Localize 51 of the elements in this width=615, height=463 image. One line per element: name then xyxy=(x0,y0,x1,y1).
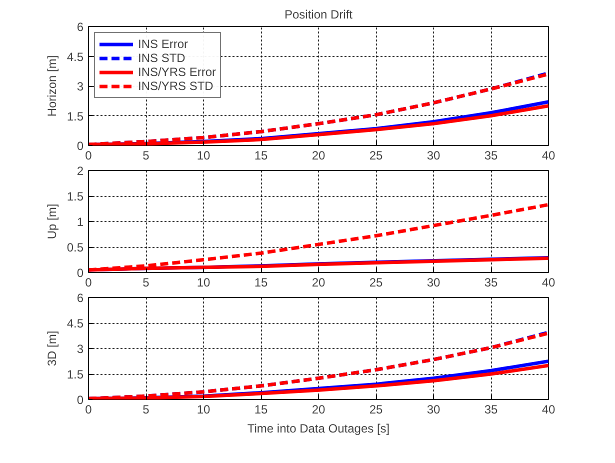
x-tick-label: 40 xyxy=(542,402,556,416)
legend-label: INS/YRS STD xyxy=(138,79,214,93)
x-tick-label: 5 xyxy=(142,276,150,290)
y-tick-label: 6 xyxy=(76,291,84,305)
y-tick-label: 0 xyxy=(76,266,84,280)
y-tick-label: 3 xyxy=(76,80,84,94)
x-tick-label: 5 xyxy=(142,148,150,162)
y-axis-title: 3D [m] xyxy=(44,330,59,366)
x-tick-label: 20 xyxy=(312,402,326,416)
legend-label: INS STD xyxy=(138,51,186,65)
y-tick-label: 2 xyxy=(76,164,84,178)
x-tick-label: 20 xyxy=(312,276,326,290)
x-tick-label: 30 xyxy=(426,276,440,290)
y-tick-label: 1 xyxy=(76,215,84,229)
x-tick-label: 0 xyxy=(85,276,92,290)
y-tick-label: 4.5 xyxy=(66,50,84,64)
x-tick-label: 35 xyxy=(484,276,498,290)
x-tick-label: 35 xyxy=(484,402,498,416)
x-tick-label: 30 xyxy=(426,402,440,416)
legend-label: INS/YRS Error xyxy=(138,65,216,79)
x-tick-label: 15 xyxy=(254,148,268,162)
chart-title: Position Drift xyxy=(284,8,354,22)
y-tick-label: 0 xyxy=(76,139,84,153)
x-tick-label: 35 xyxy=(484,148,498,162)
x-tick-label: 25 xyxy=(369,148,383,162)
x-tick-label: 15 xyxy=(254,402,268,416)
y-tick-label: 1.5 xyxy=(66,190,84,204)
x-tick-label: 5 xyxy=(142,402,150,416)
y-tick-label: 1.5 xyxy=(66,109,84,124)
x-tick-label: 10 xyxy=(196,276,210,290)
x-axis-title: Time into Data Outages [s] xyxy=(247,422,390,436)
x-tick-label: 0 xyxy=(85,402,92,416)
y-tick-label: 3 xyxy=(76,342,84,356)
x-tick-label: 20 xyxy=(312,148,326,162)
x-tick-label: 25 xyxy=(369,402,383,416)
x-tick-label: 40 xyxy=(542,148,556,162)
y-tick-label: 6 xyxy=(76,20,84,34)
x-tick-label: 15 xyxy=(254,276,268,290)
x-tick-label: 25 xyxy=(369,276,383,290)
x-tick-label: 0 xyxy=(85,148,92,162)
y-tick-label: 1.5 xyxy=(66,368,84,382)
x-tick-label: 40 xyxy=(542,276,556,290)
y-tick-label: 0 xyxy=(76,393,84,407)
y-tick-label: 0.5 xyxy=(66,240,84,254)
x-tick-label: 10 xyxy=(196,402,210,416)
y-tick-label: 4.5 xyxy=(66,316,84,330)
y-axis-title: Up [m] xyxy=(44,204,59,240)
y-axis-title: Horizon [m] xyxy=(44,55,59,117)
x-tick-label: 30 xyxy=(426,148,440,162)
x-tick-label: 10 xyxy=(196,148,210,162)
legend-label: INS Error xyxy=(138,37,188,51)
